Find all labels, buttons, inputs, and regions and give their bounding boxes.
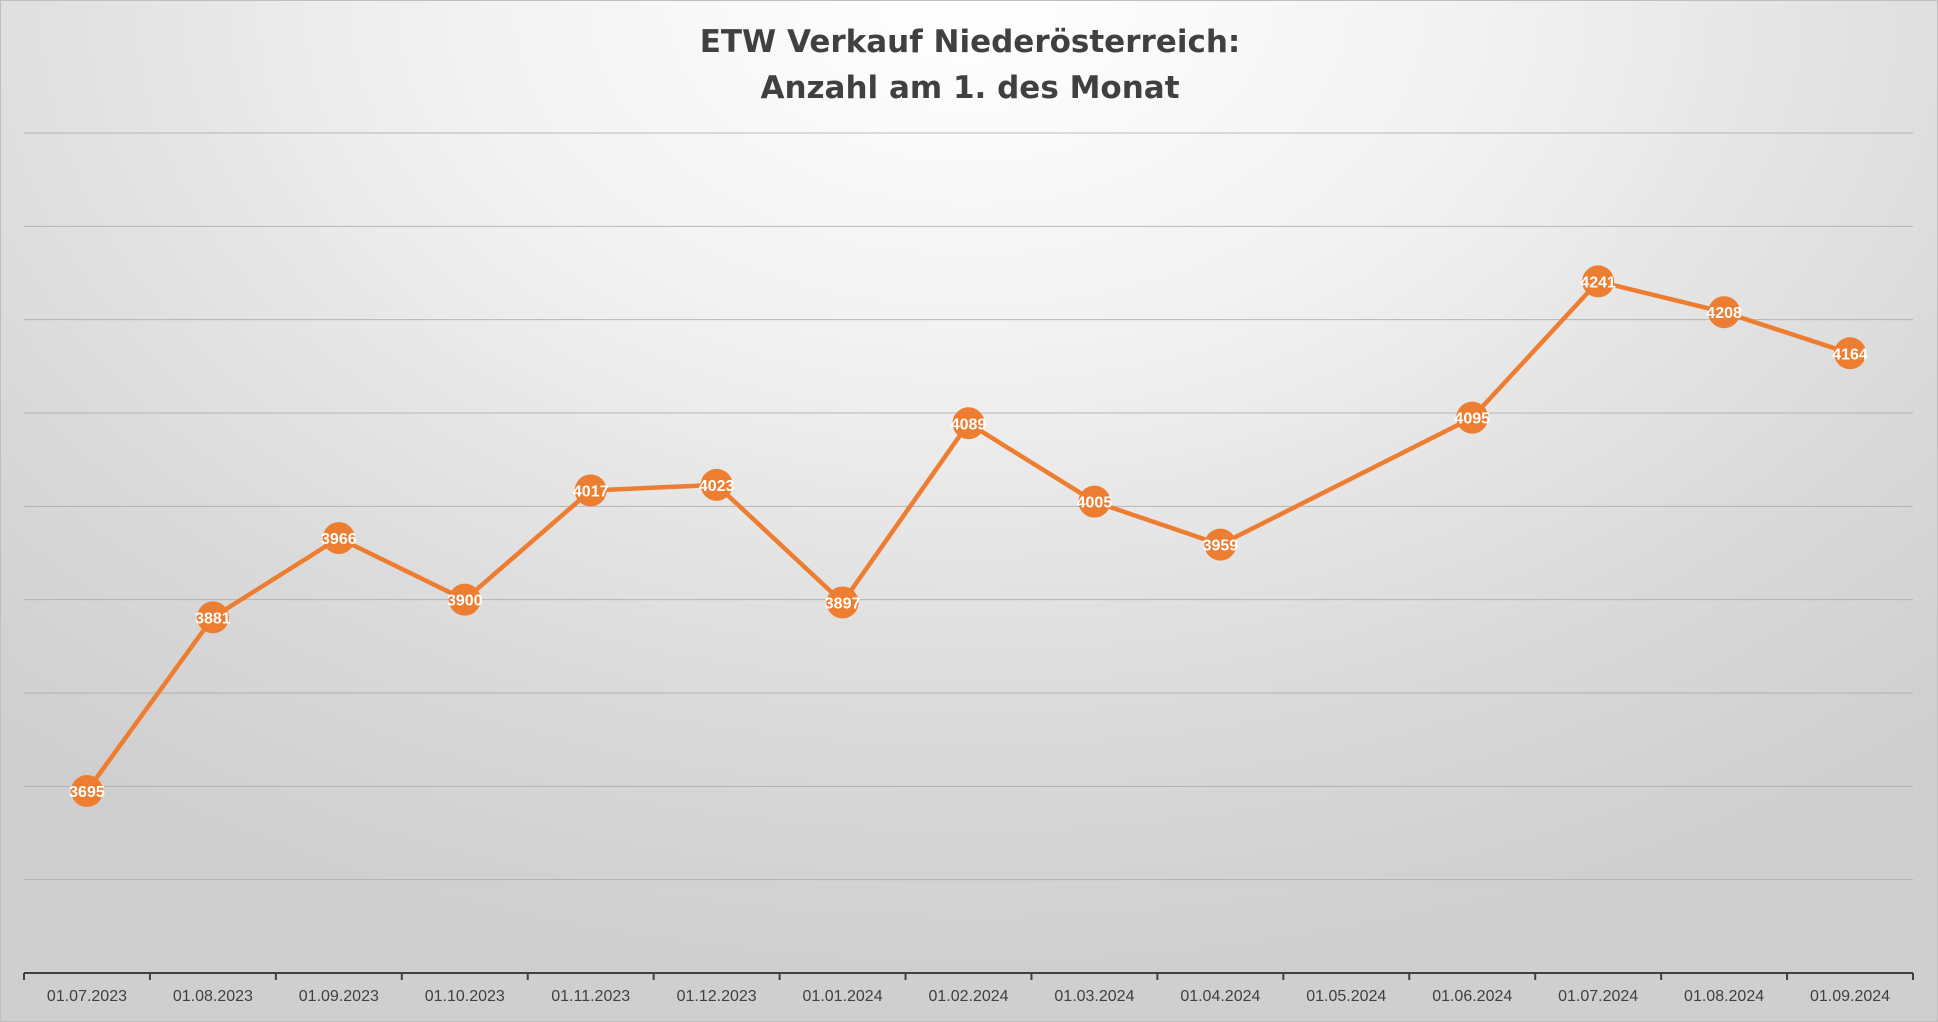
x-tick-label: 01.08.2023 (173, 988, 253, 1005)
data-point (1204, 528, 1237, 561)
data-point (700, 468, 733, 501)
data-label: 3695 (69, 784, 105, 801)
data-label: 3897 (825, 595, 861, 612)
data-label: 4017 (573, 483, 609, 500)
data-point (322, 522, 355, 555)
x-tick-label: 01.04.2024 (1180, 988, 1260, 1005)
data-label: 4164 (1832, 346, 1868, 363)
data-label: 4005 (1077, 495, 1113, 512)
data-point (826, 586, 859, 619)
data-label: 3966 (321, 531, 357, 548)
data-point (1456, 401, 1489, 434)
data-point (70, 775, 103, 807)
x-tick-label: 01.06.2024 (1432, 988, 1512, 1005)
data-label: 4095 (1454, 411, 1490, 428)
x-tick-label: 01.09.2024 (1810, 988, 1890, 1005)
chart-title-line-1: ETW Verkauf Niederösterreich: (699, 24, 1241, 60)
data-label: 4208 (1706, 305, 1742, 322)
data-label: 4241 (1580, 274, 1616, 291)
data-label: 3959 (1203, 538, 1239, 555)
data-point (196, 601, 229, 634)
data-point (1834, 337, 1867, 370)
x-tick-label: 01.05.2024 (1306, 988, 1386, 1005)
data-label: 4023 (699, 478, 735, 495)
x-tick-label: 01.07.2023 (47, 988, 127, 1005)
x-tick-label: 01.03.2024 (1054, 988, 1134, 1005)
data-point (448, 583, 481, 616)
data-label: 4089 (951, 416, 987, 433)
x-tick-label: 01.09.2023 (299, 988, 379, 1005)
chart-title-line-2: Anzahl am 1. des Monat (760, 70, 1180, 106)
x-tick-label: 01.02.2024 (928, 988, 1008, 1005)
x-tick-label: 01.11.2023 (551, 988, 630, 1005)
data-label: 3881 (195, 610, 231, 627)
data-point (1582, 265, 1615, 298)
x-tick-label: 01.07.2024 (1558, 988, 1638, 1005)
x-tick-label: 01.12.2023 (677, 988, 757, 1005)
x-tick-label: 01.10.2023 (425, 988, 505, 1005)
x-tick-label: 01.01.2024 (803, 988, 883, 1005)
data-label: 3900 (447, 593, 483, 610)
x-tick-label: 01.08.2024 (1684, 988, 1764, 1005)
series-line (84, 279, 1853, 794)
chart-title: ETW Verkauf Niederösterreich: Anzahl am … (1, 19, 1938, 111)
data-point (1708, 296, 1741, 329)
data-point (1078, 485, 1111, 518)
data-point (952, 407, 985, 440)
data-point (574, 474, 607, 507)
